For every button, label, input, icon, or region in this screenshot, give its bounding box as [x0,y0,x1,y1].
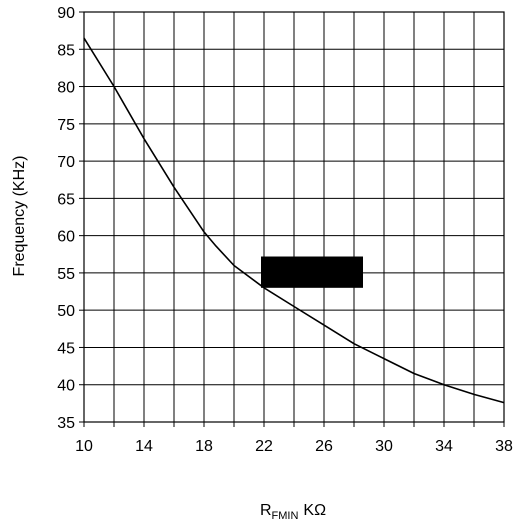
x-axis-title-unit: KΩ [303,502,326,519]
y-tick-label: 60 [57,229,75,246]
y-tick-label: 50 [57,303,75,320]
y-tick-label: 65 [57,191,75,208]
series-group [83,37,505,404]
y-tick-label: 45 [57,340,75,357]
x-tick-label: 22 [255,438,273,455]
redaction-box [261,256,363,288]
x-tick-label: 14 [135,438,153,455]
y-tick-label: 75 [57,117,75,134]
y-tick-label: 80 [57,80,75,97]
x-tick-label: 30 [375,438,393,455]
x-axis-title-main: R [260,502,272,519]
x-tick-label: 18 [195,438,213,455]
x-tick-label: 38 [495,438,513,455]
x-tick-label: 26 [315,438,333,455]
x-tick-label: 34 [435,438,453,455]
frequency-curve [83,37,505,404]
x-axis-title-subscript: FMIN [272,510,299,521]
redaction-group [261,256,363,288]
y-tick-label: 70 [57,154,75,171]
x-tick-label: 10 [75,438,93,455]
y-tick-label: 35 [57,415,75,432]
grid-lines [83,11,505,423]
y-tick-label: 55 [57,266,75,283]
y-tick-label: 85 [57,42,75,59]
x-axis-title: RFMIN KΩ [260,502,326,521]
x-axis-tick-labels: 10 14 18 22 26 30 34 38 [75,422,513,455]
y-tick-label: 90 [57,5,75,22]
y-tick-label: 40 [57,378,75,395]
y-axis-title: Frequency (KHz) [11,156,28,277]
y-axis-tick-labels: 35 40 45 50 55 60 65 70 75 80 85 90 [57,5,84,432]
